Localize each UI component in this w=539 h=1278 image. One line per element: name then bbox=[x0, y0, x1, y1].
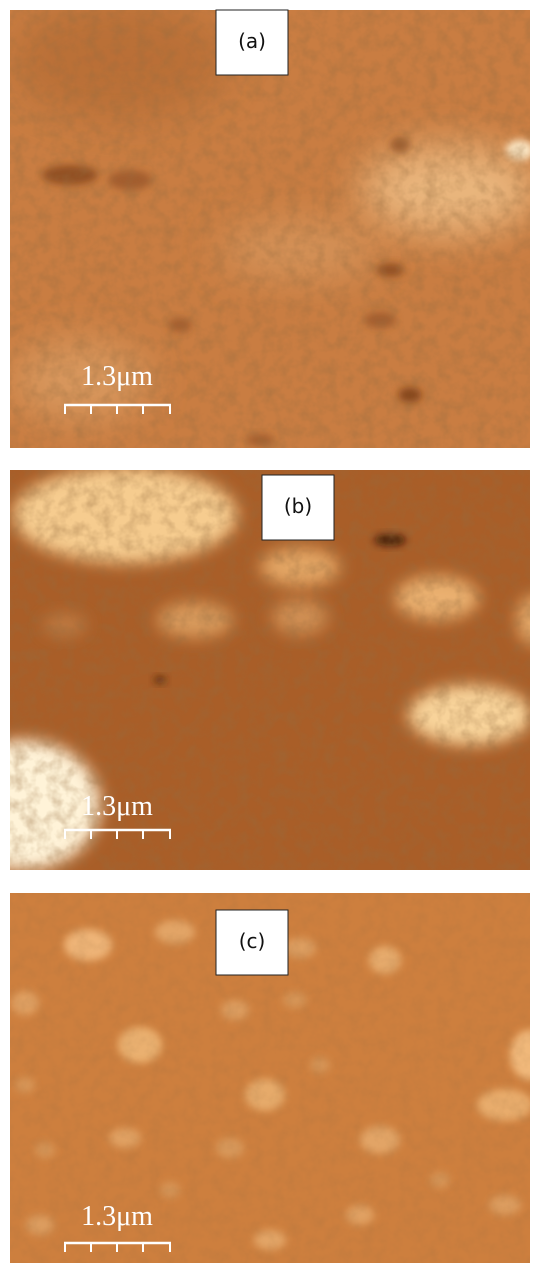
surface-texture bbox=[10, 10, 530, 448]
panel-label: (b) bbox=[284, 494, 312, 518]
scale-bar-label: 1.3μm bbox=[81, 361, 153, 392]
scale-bar-label: 1.3μm bbox=[81, 1201, 153, 1232]
panel-label: (c) bbox=[239, 929, 266, 953]
scale-bar-label: 1.3μm bbox=[81, 791, 153, 822]
label-box bbox=[215, 909, 289, 976]
afm-panel bbox=[10, 10, 530, 448]
panel-label: (a) bbox=[238, 29, 266, 53]
label-box bbox=[261, 474, 335, 541]
label-box bbox=[215, 9, 289, 76]
